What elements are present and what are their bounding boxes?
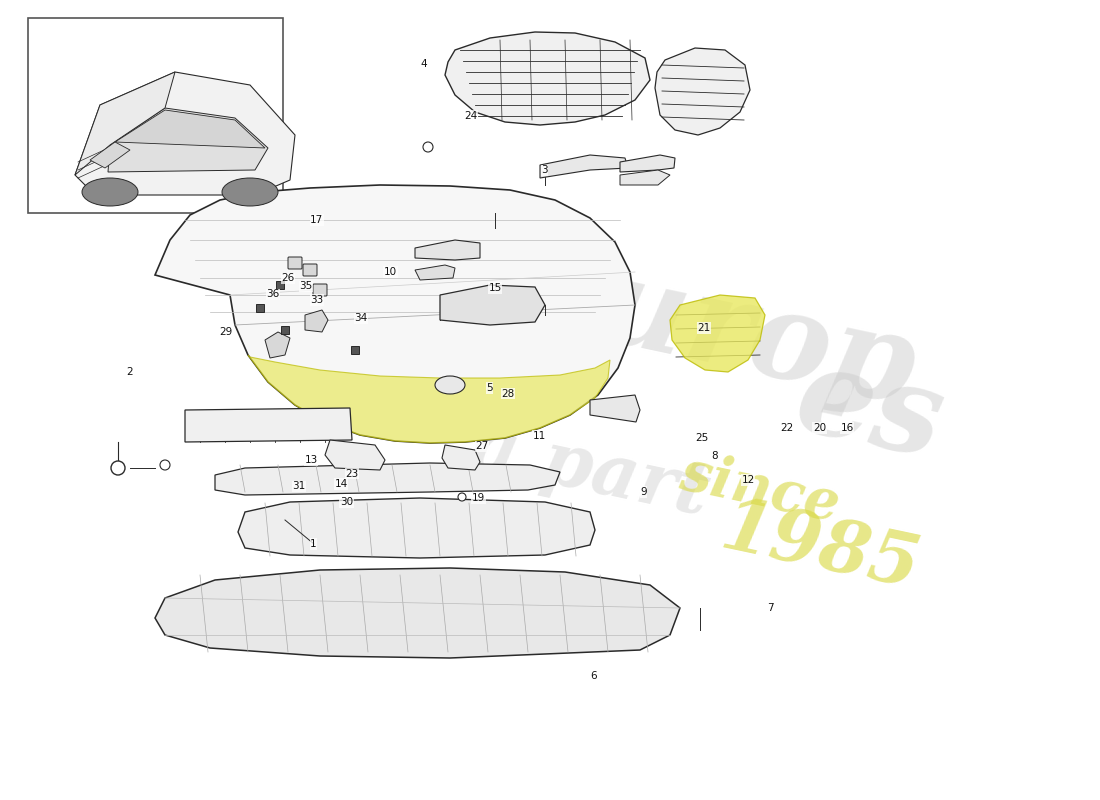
Polygon shape — [238, 498, 595, 558]
Text: 27: 27 — [475, 442, 488, 451]
Polygon shape — [590, 395, 640, 422]
Text: 22: 22 — [780, 423, 793, 433]
Text: 1985: 1985 — [714, 492, 926, 604]
Polygon shape — [324, 440, 385, 470]
Ellipse shape — [82, 178, 138, 206]
Text: es: es — [786, 337, 954, 483]
Polygon shape — [620, 155, 675, 172]
Polygon shape — [442, 445, 480, 470]
Polygon shape — [214, 463, 560, 495]
Bar — [256, 304, 264, 312]
Text: 23: 23 — [345, 469, 359, 478]
FancyBboxPatch shape — [288, 257, 302, 269]
Text: 20: 20 — [813, 423, 826, 433]
Text: 24: 24 — [464, 111, 477, 121]
Polygon shape — [305, 310, 328, 332]
Polygon shape — [155, 185, 635, 443]
FancyBboxPatch shape — [314, 284, 327, 296]
Text: 3: 3 — [541, 166, 548, 175]
Circle shape — [113, 463, 123, 473]
Text: 29: 29 — [219, 327, 232, 337]
Polygon shape — [415, 265, 455, 280]
Text: 14: 14 — [334, 479, 348, 489]
Polygon shape — [620, 170, 670, 185]
Text: 5: 5 — [486, 383, 493, 393]
Text: 8: 8 — [712, 451, 718, 461]
Bar — [276, 281, 284, 289]
Text: 12: 12 — [741, 475, 755, 485]
Text: 10: 10 — [384, 267, 397, 277]
Text: 6: 6 — [591, 671, 597, 681]
Polygon shape — [75, 72, 295, 195]
Polygon shape — [415, 240, 480, 260]
Polygon shape — [108, 108, 268, 172]
Text: 7: 7 — [767, 603, 773, 613]
Polygon shape — [265, 332, 290, 358]
Text: 9: 9 — [640, 487, 647, 497]
Text: a part: a part — [465, 410, 715, 530]
Polygon shape — [75, 72, 175, 175]
Bar — [28, 18, 283, 213]
Circle shape — [458, 493, 466, 501]
Polygon shape — [440, 285, 544, 325]
Text: 26: 26 — [282, 274, 295, 283]
Polygon shape — [116, 110, 265, 148]
Bar — [280, 326, 289, 334]
Circle shape — [160, 460, 170, 470]
Text: 34: 34 — [354, 314, 367, 323]
Text: 13: 13 — [305, 455, 318, 465]
Text: 11: 11 — [532, 431, 546, 441]
Circle shape — [424, 142, 433, 152]
Text: 30: 30 — [340, 498, 353, 507]
Polygon shape — [185, 408, 352, 442]
Polygon shape — [654, 48, 750, 135]
Text: europ: europ — [513, 230, 927, 430]
Text: 35: 35 — [299, 282, 312, 291]
Text: 1: 1 — [310, 539, 317, 549]
Circle shape — [111, 461, 125, 475]
Text: 33: 33 — [310, 295, 323, 305]
Text: 21: 21 — [697, 323, 711, 333]
Polygon shape — [670, 295, 764, 372]
Ellipse shape — [434, 376, 465, 394]
Text: 16: 16 — [840, 423, 854, 433]
Ellipse shape — [222, 178, 278, 206]
Text: 17: 17 — [310, 215, 323, 225]
Text: 2: 2 — [126, 367, 133, 377]
Text: 15: 15 — [488, 283, 502, 293]
Text: 36: 36 — [266, 290, 279, 299]
Polygon shape — [155, 568, 680, 658]
Polygon shape — [540, 155, 628, 178]
Text: 4: 4 — [420, 59, 427, 69]
Text: 28: 28 — [502, 389, 515, 398]
Text: 19: 19 — [472, 494, 485, 503]
Polygon shape — [90, 142, 130, 168]
Polygon shape — [248, 355, 610, 443]
Polygon shape — [446, 32, 650, 125]
Bar — [351, 346, 359, 354]
Text: 31: 31 — [293, 482, 306, 491]
Text: since: since — [675, 446, 845, 534]
Text: 25: 25 — [695, 434, 708, 443]
FancyBboxPatch shape — [302, 264, 317, 276]
